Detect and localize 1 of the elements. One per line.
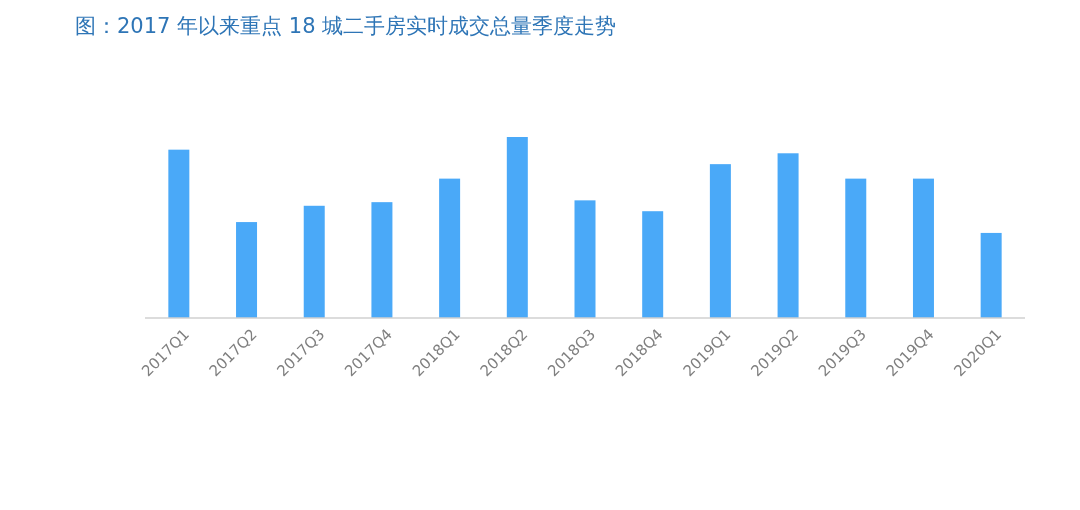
title: 图：2017 年以来重点 18 城二手房实时成交总量季度走势 [75, 14, 617, 38]
